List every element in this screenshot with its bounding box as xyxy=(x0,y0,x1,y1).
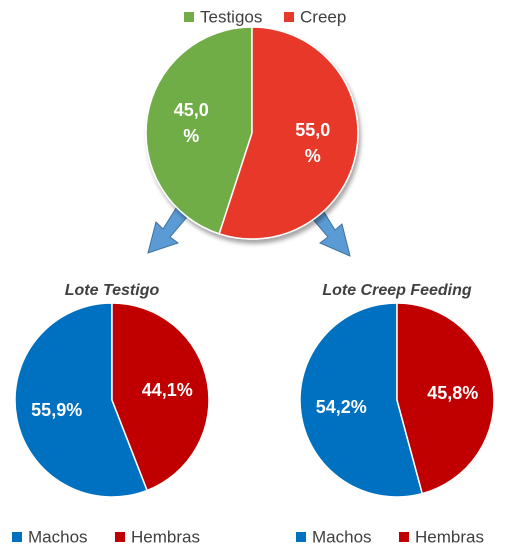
data-label: 45,0 % xyxy=(173,100,209,147)
pie-slice xyxy=(14,302,149,498)
pie-slice xyxy=(145,26,253,235)
legend-swatch xyxy=(184,12,194,22)
legend-swatch xyxy=(399,532,409,542)
data-label: 55,0 % xyxy=(295,119,331,166)
chart-title: Lote Testigo xyxy=(65,282,160,299)
pie xyxy=(299,302,495,498)
data-label: 55,9% xyxy=(31,400,83,421)
pie xyxy=(145,26,359,240)
legend-swatch xyxy=(12,532,22,542)
legend-label: Machos xyxy=(28,527,88,546)
data-label: 44,1% xyxy=(141,379,193,400)
legend-label: Hembras xyxy=(415,527,484,546)
data-label: 45,8% xyxy=(427,382,479,403)
legend-label: Hembras xyxy=(131,527,200,546)
pie-slice xyxy=(299,302,424,498)
pie xyxy=(14,302,210,498)
chart-title: Lote Creep Feeding xyxy=(322,282,472,299)
legend-swatch xyxy=(284,12,294,22)
legend-swatch xyxy=(115,532,125,542)
legend-label: Testigos xyxy=(200,7,262,26)
pie-slice xyxy=(111,302,210,492)
legend-swatch xyxy=(296,532,306,542)
legend-label: Creep xyxy=(300,7,346,26)
pie-slice xyxy=(396,302,495,495)
data-label: 54,2% xyxy=(315,397,367,418)
pie-slice xyxy=(218,26,359,240)
legend-label: Machos xyxy=(312,527,372,546)
